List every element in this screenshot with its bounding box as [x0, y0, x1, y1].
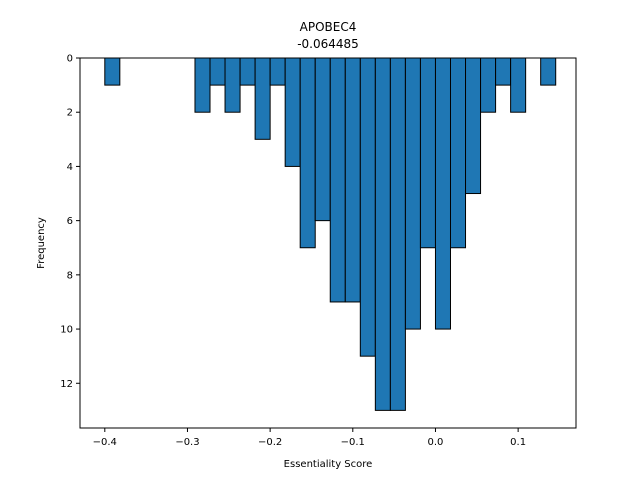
histogram-bar — [104, 57, 121, 86]
histogram-bar — [224, 57, 241, 113]
y-tick-label: 6 — [67, 216, 73, 227]
y-tick-label: 4 — [67, 162, 73, 173]
histogram-bar — [434, 57, 451, 330]
histogram-bar — [389, 57, 406, 411]
x-axis-ticks: −0.4 −0.3 −0.2 −0.1 0.0 0.1 — [93, 428, 526, 448]
y-axis-ticks: 0 2 4 6 8 10 12 — [60, 54, 80, 390]
y-tick-label: 2 — [67, 108, 73, 119]
chart-subtitle: -0.064485 — [297, 37, 359, 51]
histogram-bar — [510, 57, 527, 113]
histogram-bar — [239, 57, 256, 86]
x-tick-label: −0.2 — [258, 437, 282, 448]
histogram-bar — [299, 57, 316, 249]
y-axis-label: Frequency — [36, 217, 47, 269]
histogram-bar — [254, 57, 271, 140]
histogram-bar — [419, 57, 436, 249]
x-tick-label: −0.1 — [341, 437, 365, 448]
histogram-bar — [540, 57, 557, 86]
histogram-bar — [359, 57, 376, 357]
x-tick-label: −0.3 — [175, 437, 199, 448]
y-tick-label: 10 — [60, 325, 73, 336]
plot-frame — [79, 57, 577, 429]
histogram-bar — [480, 57, 497, 113]
y-tick-label: 12 — [60, 379, 73, 390]
histogram-bar — [269, 57, 286, 86]
x-axis-label: Essentiality Score — [284, 459, 373, 470]
histogram-bar — [344, 57, 361, 303]
histogram-bar — [329, 57, 346, 303]
y-tick-label: 0 — [67, 54, 73, 65]
histogram-bar — [194, 57, 211, 113]
chart-title: APOBEC4 — [300, 20, 357, 34]
histogram-bar — [495, 57, 512, 86]
histogram-bar — [284, 57, 301, 167]
histogram-bar — [209, 57, 226, 86]
histogram-bar — [314, 57, 331, 222]
x-tick-label: 0.1 — [510, 437, 526, 448]
histogram-bar — [465, 57, 482, 195]
y-tick-label: 8 — [67, 270, 73, 281]
histogram-bar — [374, 57, 391, 411]
x-tick-label: −0.4 — [93, 437, 117, 448]
bars-group — [104, 57, 557, 411]
histogram-bar — [404, 57, 421, 330]
x-tick-label: 0.0 — [428, 437, 444, 448]
histogram-bar — [449, 57, 467, 249]
